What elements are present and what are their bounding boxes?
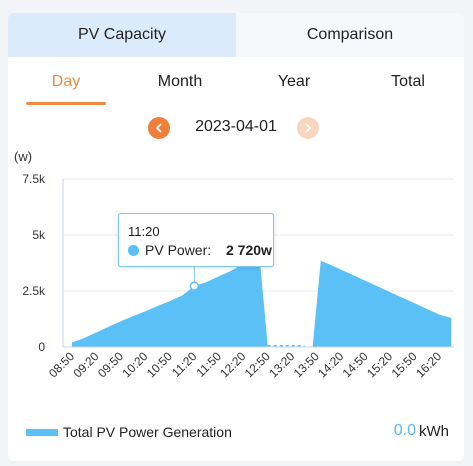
y-axis-unit-label: (w) — [14, 149, 32, 164]
legend-swatch — [26, 429, 58, 436]
series-area-total-pv-power — [72, 257, 452, 347]
x-tick-label: 14:20 — [315, 349, 346, 380]
tooltip-series-label: PV Power: — [145, 242, 212, 258]
x-tick-label: 14:50 — [340, 349, 371, 380]
legend-label: Total PV Power Generation — [63, 424, 232, 440]
x-tick-label: 09:20 — [70, 349, 101, 380]
y-tick-label: 5k — [32, 228, 46, 242]
y-tick-label: 7.5k — [22, 172, 46, 186]
tab-year[interactable]: Year — [277, 73, 311, 90]
x-tick-label: 16:20 — [413, 349, 444, 380]
x-tick-label: 15:20 — [364, 349, 395, 380]
tooltip-series-dot — [128, 245, 139, 256]
prev-date-button[interactable] — [148, 117, 170, 139]
x-tick-label: 11:20 — [169, 349, 200, 380]
total-energy-unit: kWh — [419, 423, 449, 440]
tab-day[interactable]: Day — [51, 73, 81, 90]
total-energy-value: 0.0 — [393, 422, 416, 439]
tooltip-time: 11:20 — [128, 224, 160, 239]
current-date[interactable]: 2023-04-01 — [195, 118, 277, 135]
tab-total[interactable]: Total — [391, 73, 425, 90]
period-tab-bar: Day Month Year Total — [8, 70, 464, 110]
x-tick-label: 13:50 — [291, 349, 322, 380]
tab-month[interactable]: Month — [157, 73, 203, 90]
tooltip-data-point — [189, 281, 200, 291]
chevron-right-icon — [305, 123, 311, 133]
x-tick-label: 12:20 — [217, 349, 248, 380]
x-tick-label: 13:20 — [266, 349, 297, 380]
x-tick-label: 15:50 — [389, 349, 420, 380]
tab-comparison[interactable]: Comparison — [236, 13, 464, 57]
x-tick-label: 11:50 — [193, 349, 224, 380]
y-tick-label: 0 — [38, 340, 45, 354]
next-date-button[interactable] — [297, 117, 319, 139]
tooltip-value: 2 720w — [226, 242, 272, 258]
x-tick-label: 08:50 — [46, 349, 77, 380]
pv-capacity-card: PV Capacity Comparison Day Month Year To… — [8, 13, 464, 461]
pv-power-chart: (w) 7.5k 5k 2.5k 008:5009:2009:5010:2010:50… — [14, 149, 454, 380]
x-tick-label: 10:50 — [144, 349, 175, 380]
date-navigator: 2023-04-01 — [8, 116, 464, 142]
x-tick-label: 12:50 — [242, 349, 273, 380]
tab-pv-capacity[interactable]: PV Capacity — [8, 13, 236, 57]
x-tick-label: 10:20 — [119, 349, 150, 380]
x-tick-label: 09:50 — [95, 349, 126, 380]
chevron-left-icon — [156, 123, 162, 133]
chart-tooltip: 11:20 PV Power: 2 720w — [118, 213, 274, 267]
active-tab-underline — [26, 102, 106, 105]
top-tab-bar: PV Capacity Comparison — [8, 13, 464, 57]
chart-area-layer — [72, 257, 452, 347]
y-tick-label: 2.5k — [22, 284, 46, 298]
